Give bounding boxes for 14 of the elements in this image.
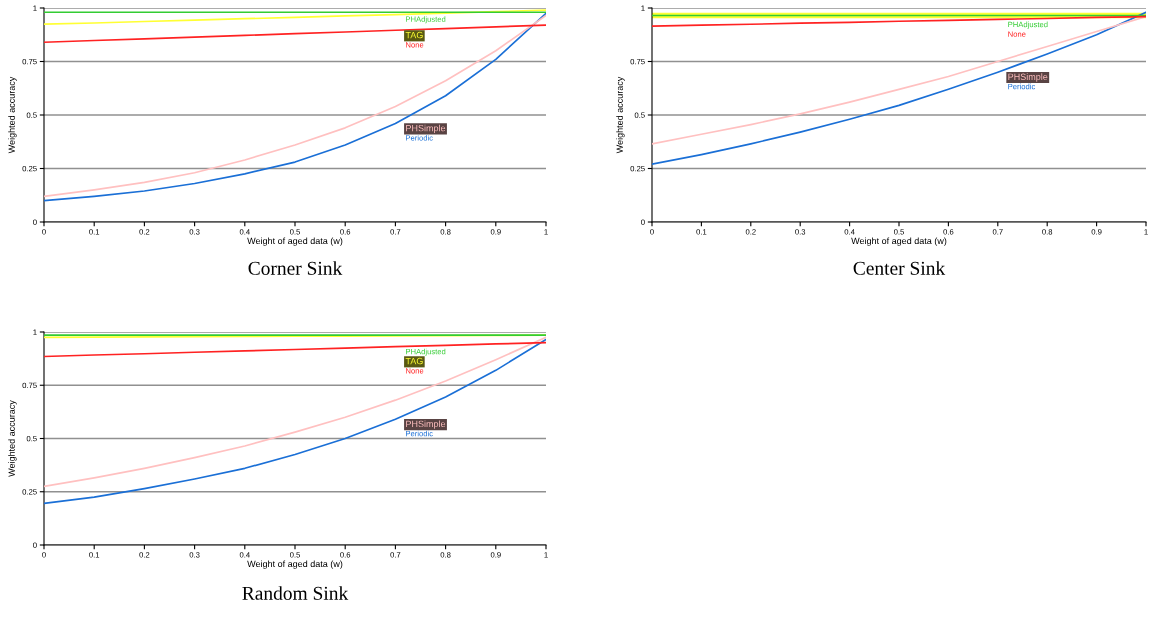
- y-axis-title: Weighted accuracy: [616, 76, 625, 154]
- text: PHSimple: [406, 420, 446, 429]
- x-axis-title: Weight of aged data (w): [247, 560, 343, 569]
- x-axis-title: Weight of aged data (w): [851, 237, 947, 246]
- series-label: TAG: [405, 31, 423, 39]
- text: TAG: [405, 357, 423, 365]
- text: PHSimple: [406, 124, 446, 134]
- text: Corner Sink: [248, 261, 343, 275]
- x-axis-title: Weight of aged data (w): [247, 237, 343, 246]
- text: Center Sink: [853, 261, 946, 275]
- series-label: PHSimple: [1008, 73, 1048, 82]
- y-axis-title: Weighted accuracy: [8, 76, 17, 154]
- text: Random Sink: [242, 586, 349, 600]
- y-axis-title: Weighted accuracy: [8, 400, 17, 477]
